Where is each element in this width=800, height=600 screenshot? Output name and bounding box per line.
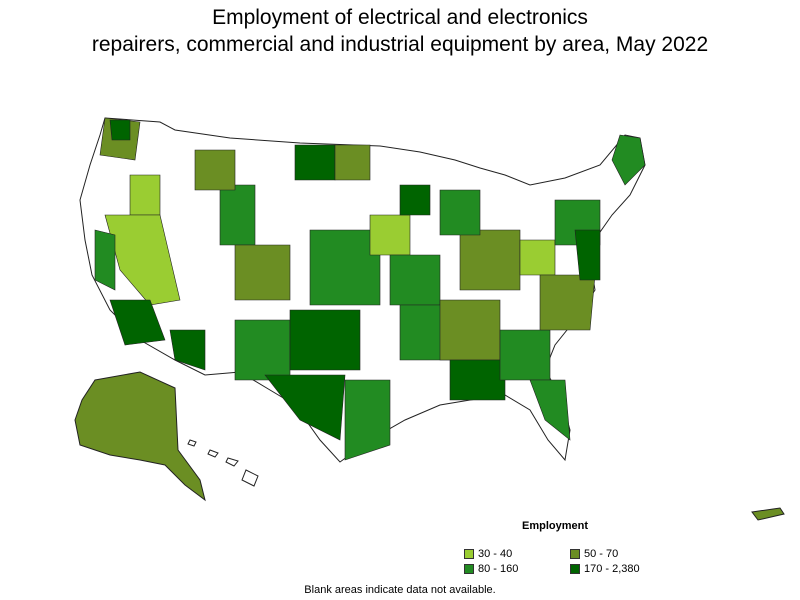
legend-item-30-40: 30 - 40 bbox=[464, 548, 512, 560]
map-title-line2: repairers, commercial and industrial equ… bbox=[91, 33, 709, 56]
legend-label: 80 - 160 bbox=[478, 563, 519, 575]
legend-title: Employment bbox=[522, 520, 589, 532]
legend-swatch bbox=[570, 564, 580, 574]
map-legend: Employment 30 - 40 50 - 70 80 - 160 170 … bbox=[462, 518, 662, 580]
legend-swatch bbox=[464, 564, 474, 574]
puerto-rico-outline bbox=[751, 507, 785, 521]
legend-swatch bbox=[464, 549, 474, 559]
legend-item-50-70: 50 - 70 bbox=[570, 548, 618, 560]
map-regions bbox=[94, 117, 646, 461]
legend-label: 50 - 70 bbox=[584, 548, 619, 560]
hawaii-islands bbox=[187, 439, 259, 487]
legend-label: 30 - 40 bbox=[478, 548, 513, 560]
legend-item-80-160: 80 - 160 bbox=[464, 563, 518, 575]
legend-item-170-2380: 170 - 2,380 bbox=[570, 563, 640, 575]
legend-swatch bbox=[570, 549, 580, 559]
alaska-outline bbox=[74, 371, 206, 502]
legend-label: 170 - 2,380 bbox=[584, 563, 640, 575]
map-title: Employment of electrical and electronics… bbox=[0, 4, 800, 58]
map-title-line1: Employment of electrical and electronics bbox=[212, 6, 588, 29]
footnote: Blank areas indicate data not available. bbox=[304, 584, 496, 596]
